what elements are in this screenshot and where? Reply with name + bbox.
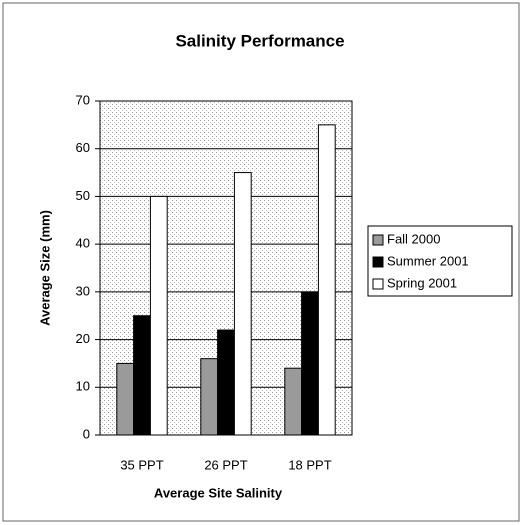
x-axis-title: Average Site Salinity bbox=[154, 485, 283, 500]
y-tick-label: 0 bbox=[83, 426, 90, 441]
x-tick-label: 35 PPT bbox=[120, 457, 163, 472]
legend-swatch bbox=[372, 234, 384, 246]
y-tick-label: 70 bbox=[76, 92, 90, 107]
bar bbox=[217, 329, 235, 436]
bar bbox=[200, 358, 219, 436]
legend bbox=[367, 225, 513, 297]
x-tick-label: 26 PPT bbox=[204, 457, 247, 472]
bar bbox=[133, 315, 151, 436]
y-tick-label: 50 bbox=[76, 188, 90, 203]
y-tick-label: 10 bbox=[76, 379, 90, 394]
legend-label: Fall 2000 bbox=[387, 231, 440, 246]
y-tick-label: 20 bbox=[76, 331, 90, 346]
bar bbox=[233, 172, 252, 436]
y-tick-label: 40 bbox=[76, 236, 90, 251]
bar bbox=[301, 291, 319, 436]
bar bbox=[317, 124, 336, 436]
bar bbox=[116, 362, 135, 436]
y-axis-title: Average Size (mm) bbox=[37, 210, 52, 326]
legend-label: Summer 2001 bbox=[387, 253, 469, 268]
bar bbox=[284, 367, 303, 436]
legend-label: Spring 2001 bbox=[387, 275, 457, 290]
legend-swatch bbox=[372, 256, 384, 268]
y-tick-label: 30 bbox=[76, 283, 90, 298]
bar bbox=[149, 195, 168, 436]
chart-title: Salinity Performance bbox=[175, 31, 344, 50]
y-tick-label: 60 bbox=[76, 140, 90, 155]
x-tick-label: 18 PPT bbox=[288, 457, 331, 472]
legend-swatch bbox=[372, 278, 384, 290]
